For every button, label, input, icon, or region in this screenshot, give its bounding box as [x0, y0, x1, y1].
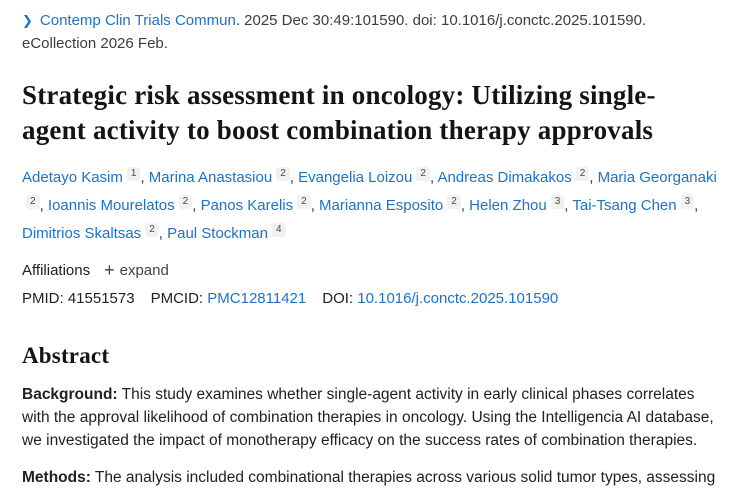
author-affiliation-superscript[interactable]: 2: [145, 223, 159, 237]
author: Adetayo Kasim 1,: [22, 167, 149, 186]
background-text: This study examines whether single-agent…: [22, 386, 714, 449]
methods-label: Methods:: [22, 469, 91, 486]
author-separator: ,: [39, 197, 48, 214]
pmid-value: 41551573: [67, 290, 135, 307]
author: Paul Stockman 4: [167, 223, 286, 242]
doi-group: DOI: 10.1016/j.conctc.2025.101590: [322, 290, 558, 307]
authors-list: Adetayo Kasim 1, Marina Anastasiou 2, Evan…: [22, 164, 726, 248]
doi-link[interactable]: 10.1016/j.conctc.2025.101590: [357, 290, 559, 307]
author: Tai-Tsang Chen 3,: [572, 195, 699, 214]
author-affiliation-superscript[interactable]: 2: [297, 195, 311, 209]
identifiers-row: PMID: 41551573 PMCID: PMC12811421 DOI: 10.…: [22, 290, 726, 307]
pmcid-group: PMCID: PMC12811421: [151, 290, 307, 307]
article-title: Strategic risk assessment in oncology: U…: [22, 80, 656, 145]
abstract-heading: Abstract: [22, 343, 110, 368]
affiliations-expand-button[interactable]: + expand: [104, 261, 169, 279]
affiliations-row: Affiliations + expand: [22, 261, 726, 279]
author-link[interactable]: Marianna Esposito: [319, 197, 444, 214]
author-separator: ,: [429, 169, 438, 186]
background-label: Background:: [22, 386, 118, 403]
author-separator: ,: [310, 197, 320, 214]
doi-label: DOI:: [322, 290, 354, 307]
author-link[interactable]: Evangelia Loizou: [298, 169, 413, 186]
author-affiliation-superscript[interactable]: 1: [126, 167, 141, 181]
author-separator: ,: [289, 169, 299, 186]
author: Dimitrios Skaltsas 2,: [22, 223, 168, 242]
author-link[interactable]: Dimitrios Skaltsas: [22, 225, 142, 242]
author-separator: ,: [158, 225, 168, 242]
pmid-group: PMID: 41551573: [22, 290, 135, 307]
citation-line: ❯ Contemp Clin Trials Commun. 2025 Dec 30…: [22, 9, 712, 55]
article-page: ❯ Contemp Clin Trials Commun. 2025 Dec 30…: [22, 9, 726, 489]
author-affiliation-superscript[interactable]: 3: [550, 195, 565, 209]
author-affiliation-superscript[interactable]: 3: [680, 195, 695, 209]
author-link[interactable]: Andreas Dimakakos: [437, 169, 572, 186]
author-affiliation-superscript[interactable]: 2: [447, 195, 461, 209]
author-link[interactable]: Paul Stockman: [167, 225, 268, 242]
author: Marina Anastasiou 2,: [148, 167, 299, 186]
author-affiliation-superscript[interactable]: 2: [416, 167, 430, 181]
journal-link[interactable]: Contemp Clin Trials Commun: [39, 12, 236, 29]
author: Ioannis Mourelatos 2,: [47, 195, 201, 214]
author: Maria Georganaki 2,: [22, 169, 717, 214]
pmcid-label: PMCID:: [150, 290, 204, 307]
abstract-methods-paragraph: Methods: The analysis included combinati…: [22, 466, 726, 489]
affiliations-expand-label: expand: [119, 261, 169, 279]
author-affiliation-superscript[interactable]: 4: [271, 223, 286, 237]
plus-icon: +: [104, 260, 115, 280]
author-link[interactable]: Marina Anastasiou: [148, 169, 273, 186]
author-affiliation-superscript[interactable]: 2: [178, 195, 193, 209]
author-link[interactable]: Maria Georganaki: [597, 169, 717, 186]
author-separator: ,: [192, 197, 201, 214]
author: Panos Karelis 2,: [200, 195, 320, 214]
author-link[interactable]: Ioannis Mourelatos: [47, 197, 175, 214]
author-link[interactable]: Panos Karelis: [200, 197, 294, 214]
pmid-label: PMID:: [22, 290, 64, 307]
chevron-right-icon[interactable]: ❯: [22, 13, 33, 28]
author-link[interactable]: Adetayo Kasim: [22, 169, 123, 186]
author: Marianna Esposito 2,: [319, 195, 470, 214]
author-affiliation-superscript[interactable]: 2: [26, 195, 40, 209]
author-separator: ,: [460, 197, 470, 214]
author: Evangelia Loizou 2,: [298, 167, 438, 186]
abstract-background-paragraph: Background: This study examines whether …: [22, 383, 726, 452]
author-separator: ,: [140, 169, 149, 186]
author-separator: ,: [694, 197, 699, 214]
author-separator: ,: [564, 197, 573, 214]
methods-text: The analysis included combinational ther…: [90, 469, 716, 486]
citation-details: . 2025 Dec 30:49:101590. doi: 10.1016/j.…: [22, 12, 647, 52]
author-separator: ,: [589, 169, 598, 186]
affiliations-label: Affiliations: [22, 261, 91, 279]
author-link[interactable]: Tai-Tsang Chen: [572, 197, 677, 214]
author-affiliation-superscript[interactable]: 2: [575, 167, 590, 181]
author-affiliation-superscript[interactable]: 2: [276, 167, 290, 181]
author-link[interactable]: Helen Zhou: [469, 197, 547, 214]
pmcid-link[interactable]: PMC12811421: [207, 290, 307, 307]
author: Andreas Dimakakos 2,: [437, 167, 598, 186]
author: Helen Zhou 3,: [469, 195, 573, 214]
